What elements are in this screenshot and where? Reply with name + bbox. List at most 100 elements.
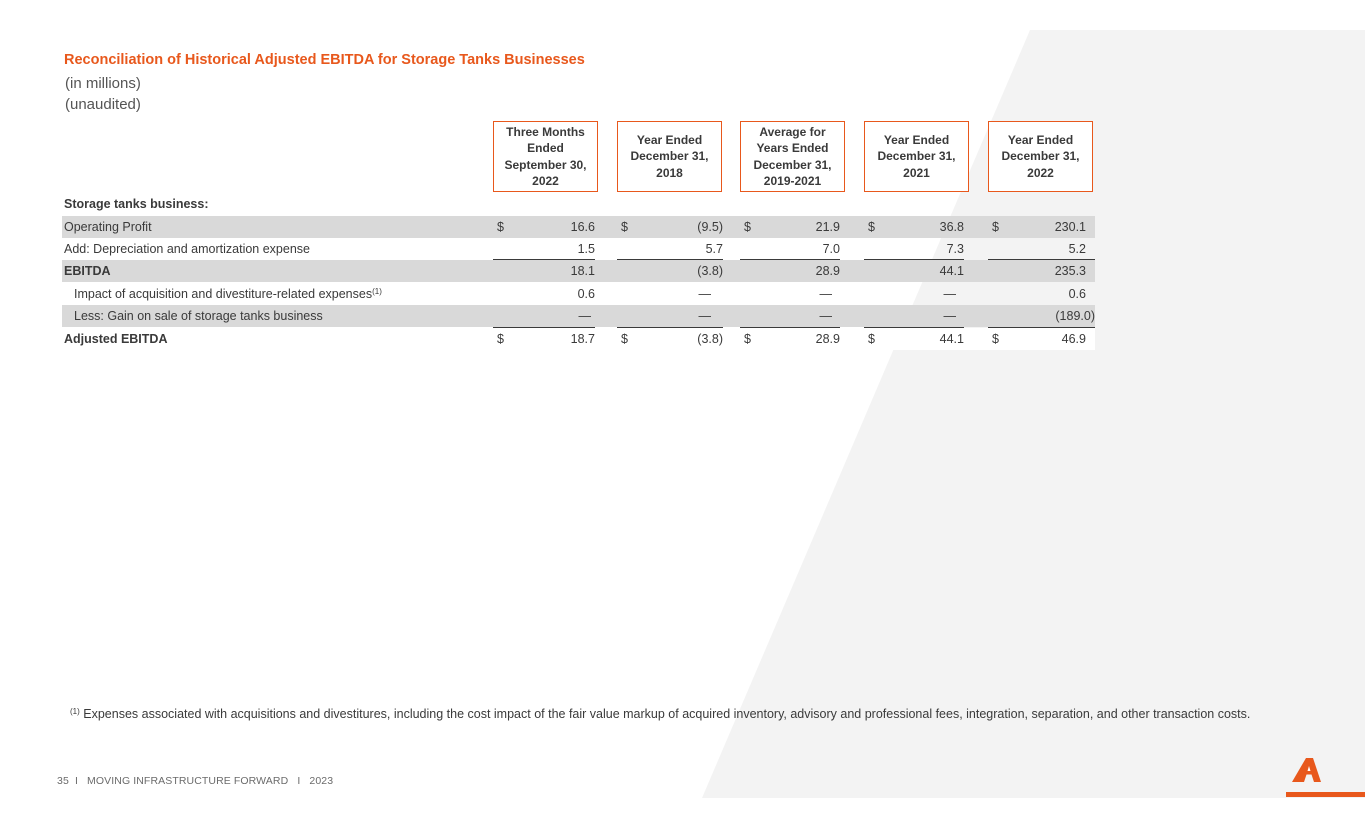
table-row-depreciation: Add: Depreciation and amortization expen…	[62, 238, 1095, 260]
row-label: Impact of acquisition and divestiture-re…	[74, 287, 382, 301]
cell-value: 0.6	[577, 287, 595, 301]
footer-year: 2023	[309, 775, 334, 787]
cell-value: 28.9	[815, 332, 840, 346]
footnote-ref: (1)	[372, 287, 382, 296]
cell-value: 44.1	[939, 264, 964, 278]
cell-value: 44.1	[939, 332, 964, 346]
cell-value: (3.8)	[697, 264, 723, 278]
currency-symbol: $	[868, 220, 875, 234]
currency-symbol: $	[621, 220, 628, 234]
subtotal-rule	[864, 259, 964, 260]
table-cell: —	[617, 305, 723, 327]
table-cell: $36.8	[864, 216, 964, 238]
table-cell: (3.8)	[617, 260, 723, 282]
row-label: Operating Profit	[64, 220, 152, 234]
cell-value: —	[819, 287, 833, 301]
cell-value: (3.8)	[697, 332, 723, 346]
table-cell: $230.1	[988, 216, 1086, 238]
subtitle-audit-status: (unaudited)	[65, 96, 141, 113]
footnote-text: Expenses associated with acquisitions an…	[83, 707, 1251, 721]
currency-symbol: $	[497, 220, 504, 234]
table-cell: —	[864, 283, 964, 305]
table-cell: 18.1	[493, 260, 595, 282]
cell-value: 16.6	[570, 220, 595, 234]
cell-value: 21.9	[815, 220, 840, 234]
footer-separator: I	[74, 775, 78, 787]
cell-value: —	[578, 309, 592, 323]
currency-symbol: $	[744, 220, 751, 234]
column-header-q3-2022: Three Months Ended September 30, 2022	[493, 121, 598, 192]
table-cell: 1.5	[493, 238, 595, 260]
currency-symbol: $	[868, 332, 875, 346]
table-cell: $44.1	[864, 328, 964, 350]
cell-value: 36.8	[939, 220, 964, 234]
cell-value: (9.5)	[697, 220, 723, 234]
column-header-2021: Year Ended December 31, 2021	[864, 121, 969, 192]
table-cell: —	[740, 305, 840, 327]
table-cell: $46.9	[988, 328, 1086, 350]
table-row-ebitda: EBITDA 18.1 (3.8) 28.9 44.1 235.3	[62, 260, 1095, 282]
cell-value: —	[943, 309, 957, 323]
cell-value: 5.7	[705, 242, 723, 256]
cell-value: 7.3	[946, 242, 964, 256]
table-cell: —	[740, 283, 840, 305]
footnote-marker: (1)	[70, 707, 80, 716]
total-rule	[617, 327, 723, 328]
cell-value: 46.9	[1061, 332, 1086, 346]
column-header-2018: Year Ended December 31, 2018	[617, 121, 722, 192]
cell-value: 18.1	[570, 264, 595, 278]
table-cell: —	[493, 305, 595, 327]
table-cell: $21.9	[740, 216, 840, 238]
table-cell: —	[864, 305, 964, 327]
table-cell: $ (9.5)	[617, 216, 723, 238]
table-cell: 7.3	[864, 238, 964, 260]
arcosa-a-logo-icon	[1286, 758, 1365, 797]
cell-value: 18.7	[570, 332, 595, 346]
table-cell: 235.3	[988, 260, 1086, 282]
footnote: (1) Expenses associated with acquisition…	[70, 707, 1250, 721]
table-cell: —	[617, 283, 723, 305]
total-rule	[988, 327, 1095, 328]
row-label: Less: Gain on sale of storage tanks busi…	[74, 309, 323, 323]
page-number: 35	[57, 775, 69, 787]
cell-value: 0.6	[1068, 287, 1086, 301]
slide-footer: 35 I MOVING INFRASTRUCTURE FORWARD I 202…	[57, 775, 333, 787]
row-label: Adjusted EBITDA	[64, 332, 168, 346]
row-label: Add: Depreciation and amortization expen…	[64, 242, 310, 256]
cell-value: 230.1	[1054, 220, 1086, 234]
section-label: Storage tanks business:	[64, 197, 209, 211]
table-cell: 7.0	[740, 238, 840, 260]
cell-value: 5.2	[1068, 242, 1086, 256]
cell-value: —	[943, 287, 957, 301]
column-header-avg-2019-2021: Average for Years Ended December 31, 201…	[740, 121, 845, 192]
footer-tagline: MOVING INFRASTRUCTURE FORWARD	[87, 775, 289, 787]
table-cell: 5.2	[988, 238, 1086, 260]
table-cell: 44.1	[864, 260, 964, 282]
slide-title: Reconciliation of Historical Adjusted EB…	[64, 52, 585, 68]
table-cell: $16.6	[493, 216, 595, 238]
cell-value: —	[698, 309, 712, 323]
subtotal-rule	[493, 259, 595, 260]
table-cell: 28.9	[740, 260, 840, 282]
cell-value: (189.0)	[1055, 309, 1095, 323]
cell-value: —	[698, 287, 712, 301]
row-label-text: Impact of acquisition and divestiture-re…	[74, 287, 373, 301]
cell-value: 28.9	[815, 264, 840, 278]
table-cell: (189.0)	[988, 305, 1095, 327]
total-rule	[740, 327, 840, 328]
table-cell: 0.6	[493, 283, 595, 305]
currency-symbol: $	[992, 220, 999, 234]
table-cell: $18.7	[493, 328, 595, 350]
cell-value: 235.3	[1054, 264, 1086, 278]
row-label: EBITDA	[64, 264, 111, 278]
currency-symbol: $	[497, 332, 504, 346]
currency-symbol: $	[744, 332, 751, 346]
table-cell: 5.7	[617, 238, 723, 260]
table-row-gain-on-sale: Less: Gain on sale of storage tanks busi…	[62, 305, 1095, 327]
column-header-2022: Year Ended December 31, 2022	[988, 121, 1093, 192]
table-cell: 0.6	[988, 283, 1086, 305]
subtotal-rule	[617, 259, 723, 260]
total-rule	[864, 327, 964, 328]
